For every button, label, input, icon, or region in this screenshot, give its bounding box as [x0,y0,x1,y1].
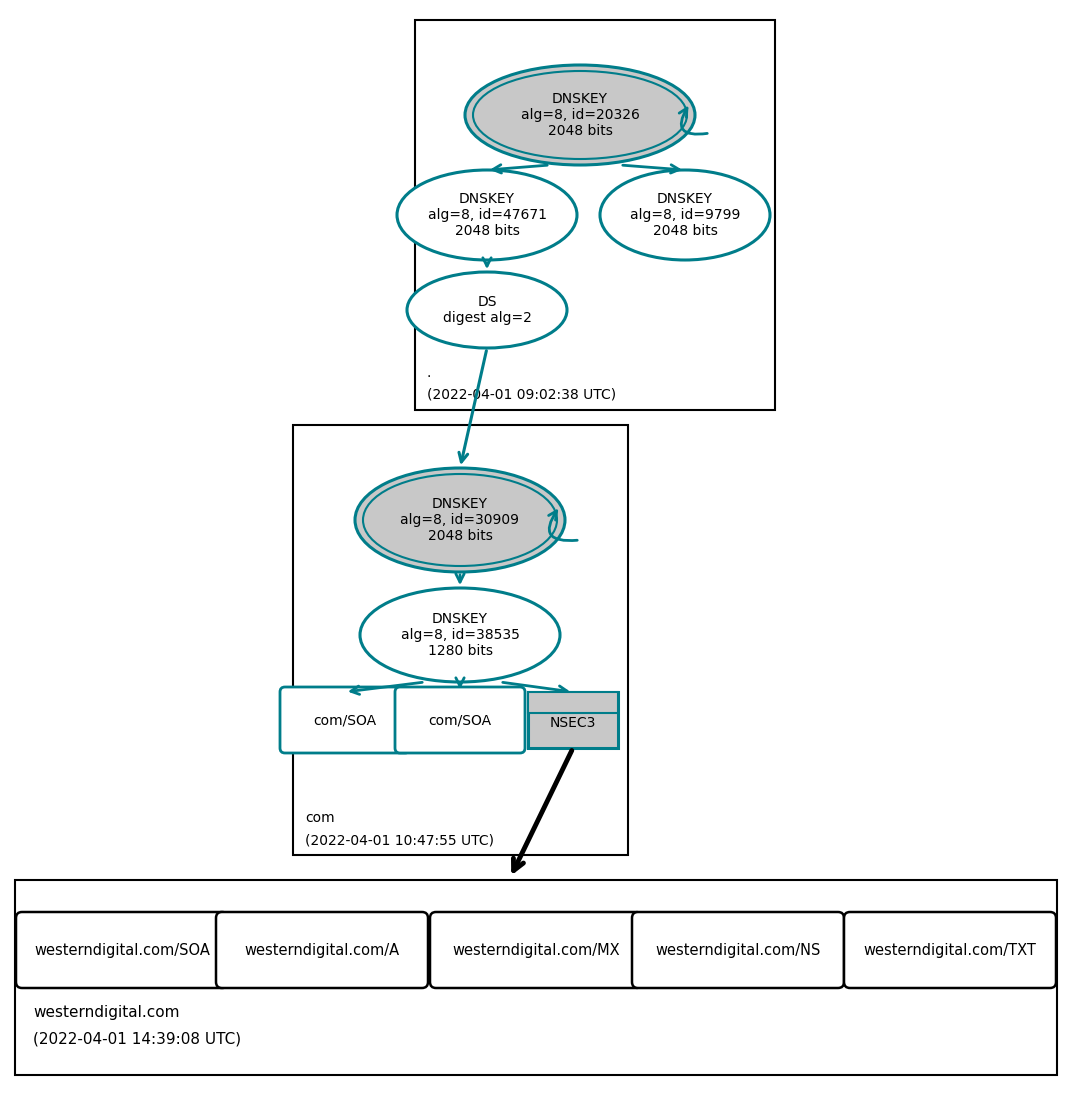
Text: westerndigital.com: westerndigital.com [33,1005,179,1020]
Text: DS
digest alg=2: DS digest alg=2 [443,295,532,325]
FancyBboxPatch shape [16,912,228,988]
FancyBboxPatch shape [215,912,428,988]
Text: westerndigital.com/MX: westerndigital.com/MX [452,943,620,957]
Ellipse shape [600,170,770,260]
Text: DNSKEY
alg=8, id=38535
1280 bits: DNSKEY alg=8, id=38535 1280 bits [401,612,520,659]
Ellipse shape [407,272,567,348]
Text: DNSKEY
alg=8, id=20326
2048 bits: DNSKEY alg=8, id=20326 2048 bits [521,92,639,138]
FancyBboxPatch shape [528,693,617,713]
Text: DNSKEY
alg=8, id=30909
2048 bits: DNSKEY alg=8, id=30909 2048 bits [401,497,520,544]
Ellipse shape [360,587,560,682]
FancyBboxPatch shape [15,880,1057,1075]
Text: (2022-04-01 14:39:08 UTC): (2022-04-01 14:39:08 UTC) [33,1032,241,1047]
Ellipse shape [355,468,565,572]
Ellipse shape [465,65,695,165]
FancyBboxPatch shape [415,20,775,410]
Text: com/SOA: com/SOA [429,713,492,728]
FancyBboxPatch shape [430,912,642,988]
Text: com/SOA: com/SOA [313,713,376,728]
FancyBboxPatch shape [293,424,628,856]
Text: westerndigital.com/TXT: westerndigital.com/TXT [864,943,1037,957]
Text: westerndigital.com/SOA: westerndigital.com/SOA [34,943,210,957]
Text: DNSKEY
alg=8, id=9799
2048 bits: DNSKEY alg=8, id=9799 2048 bits [630,191,740,238]
Text: .: . [427,366,431,380]
FancyBboxPatch shape [280,687,410,753]
FancyBboxPatch shape [632,912,844,988]
Text: westerndigital.com/NS: westerndigital.com/NS [655,943,821,957]
Text: com: com [306,811,334,825]
FancyBboxPatch shape [844,912,1056,988]
Text: (2022-04-01 09:02:38 UTC): (2022-04-01 09:02:38 UTC) [427,388,616,401]
FancyBboxPatch shape [528,693,617,748]
Text: (2022-04-01 10:47:55 UTC): (2022-04-01 10:47:55 UTC) [306,833,494,847]
Ellipse shape [397,170,577,260]
Text: westerndigital.com/A: westerndigital.com/A [244,943,400,957]
Text: DNSKEY
alg=8, id=47671
2048 bits: DNSKEY alg=8, id=47671 2048 bits [428,191,547,238]
Text: NSEC3: NSEC3 [550,715,596,730]
FancyBboxPatch shape [394,687,525,753]
